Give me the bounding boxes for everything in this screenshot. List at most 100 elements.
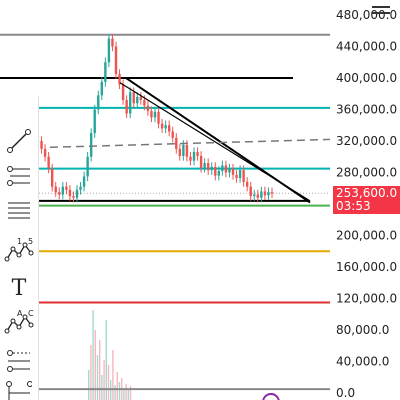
- volume-bar: [96, 355, 99, 400]
- candle-body: [118, 74, 121, 85]
- price-tick-label: 280,000.0: [336, 166, 397, 180]
- tool-label-b: C: [28, 309, 34, 318]
- candle-body: [50, 168, 54, 187]
- volume-bar: [90, 345, 92, 400]
- candle-body: [203, 163, 206, 168]
- volume-bar: [127, 390, 129, 400]
- candle-body: [214, 166, 217, 176]
- candle-body: [89, 133, 93, 157]
- volume-bar: [129, 386, 132, 400]
- candle-body: [72, 196, 75, 198]
- tool-label-b: 5: [28, 237, 33, 246]
- candle-body: [256, 194, 260, 198]
- menu-icon[interactable]: [372, 6, 392, 20]
- candle-body: [82, 176, 86, 187]
- candle-body: [121, 84, 125, 101]
- candle-body: [199, 155, 203, 168]
- volume-bar: [118, 382, 121, 400]
- candle-body: [104, 62, 107, 82]
- candle-body: [61, 186, 65, 195]
- candle-body: [79, 186, 82, 190]
- volume-bar: [125, 384, 127, 400]
- candle-body: [65, 186, 68, 190]
- candle-body: [210, 166, 213, 171]
- bar-countdown: 03:53: [336, 199, 371, 213]
- candle-body: [86, 156, 89, 177]
- candle-body: [153, 111, 157, 118]
- volume-bar: [99, 340, 101, 400]
- candle-body: [136, 96, 139, 104]
- volume-bar: [114, 385, 116, 400]
- candle-body: [231, 168, 235, 175]
- volume-bar: [88, 370, 90, 400]
- price-tick-label: 0.0: [336, 386, 355, 400]
- candle-body: [43, 148, 47, 157]
- price-tick-label: 440,000.0: [336, 40, 397, 54]
- candle-body: [253, 194, 256, 197]
- projection-tool-icon[interactable]: [2, 346, 36, 376]
- candle-body: [111, 38, 114, 47]
- volume-bar: [103, 360, 105, 400]
- candle-body: [260, 191, 263, 198]
- candle-body: [185, 144, 189, 157]
- price-tick-label: 360,000.0: [336, 103, 397, 117]
- measure-tool-icon[interactable]: [2, 378, 36, 400]
- candle-body: [224, 165, 228, 173]
- trend-line-tool-icon[interactable]: [2, 126, 36, 156]
- price-tick-label: 200,000.0: [336, 229, 397, 243]
- volume-bar: [116, 372, 118, 400]
- candle-body: [157, 111, 160, 124]
- candle-body: [221, 165, 224, 171]
- price-tick-label: 160,000.0: [336, 260, 397, 274]
- tool-label-a: A: [17, 309, 23, 318]
- price-tick-label: 40,000.0: [336, 355, 389, 369]
- candle-body: [267, 192, 270, 196]
- candle-body: [68, 189, 72, 197]
- candle-body: [270, 192, 274, 194]
- pitchfork-tool-icon[interactable]: [2, 161, 36, 191]
- descending-trendline-inner[interactable]: [119, 82, 311, 202]
- candle-body: [245, 181, 249, 187]
- candle-body: [139, 96, 143, 101]
- candle-body: [242, 170, 245, 182]
- candle-body: [125, 100, 128, 114]
- volume-bar: [101, 375, 103, 400]
- candle-body: [58, 192, 61, 195]
- candle-body: [171, 131, 174, 138]
- current-price-value: 253,600.0: [336, 186, 398, 200]
- candle-body: [40, 141, 43, 149]
- price-tick-label: 80,000.0: [336, 323, 389, 337]
- candle-body: [107, 38, 111, 63]
- price-tick-label: 480,000.0: [336, 8, 397, 22]
- volume-bar: [107, 365, 110, 400]
- candle-body: [97, 95, 100, 110]
- candle-body: [132, 92, 135, 104]
- candle-body: [178, 148, 182, 156]
- candle-body: [47, 156, 50, 169]
- candle-body: [100, 81, 104, 96]
- volume-bar: [123, 388, 125, 400]
- candle-body: [160, 123, 164, 129]
- candle-body: [206, 163, 210, 171]
- candle-body: [263, 191, 267, 196]
- text-tool-icon[interactable]: T: [2, 274, 36, 304]
- candle-body: [128, 92, 132, 114]
- volume-bar: [94, 330, 96, 400]
- candle-body: [146, 105, 150, 112]
- candle-body: [189, 156, 192, 161]
- candle-body: [196, 152, 199, 156]
- candle-body: [143, 100, 146, 106]
- candle-body: [114, 46, 118, 75]
- fib-retracement-tool-icon[interactable]: [2, 196, 36, 226]
- current-price-badge: 253,600.0 03:53: [333, 186, 400, 214]
- price-tick-label: 120,000.0: [336, 292, 397, 306]
- candle-body: [150, 111, 153, 118]
- volume-bar: [92, 310, 94, 400]
- volume-bar: [105, 320, 107, 400]
- candle-body: [228, 168, 231, 173]
- dashed-trendline[interactable]: [49, 138, 331, 149]
